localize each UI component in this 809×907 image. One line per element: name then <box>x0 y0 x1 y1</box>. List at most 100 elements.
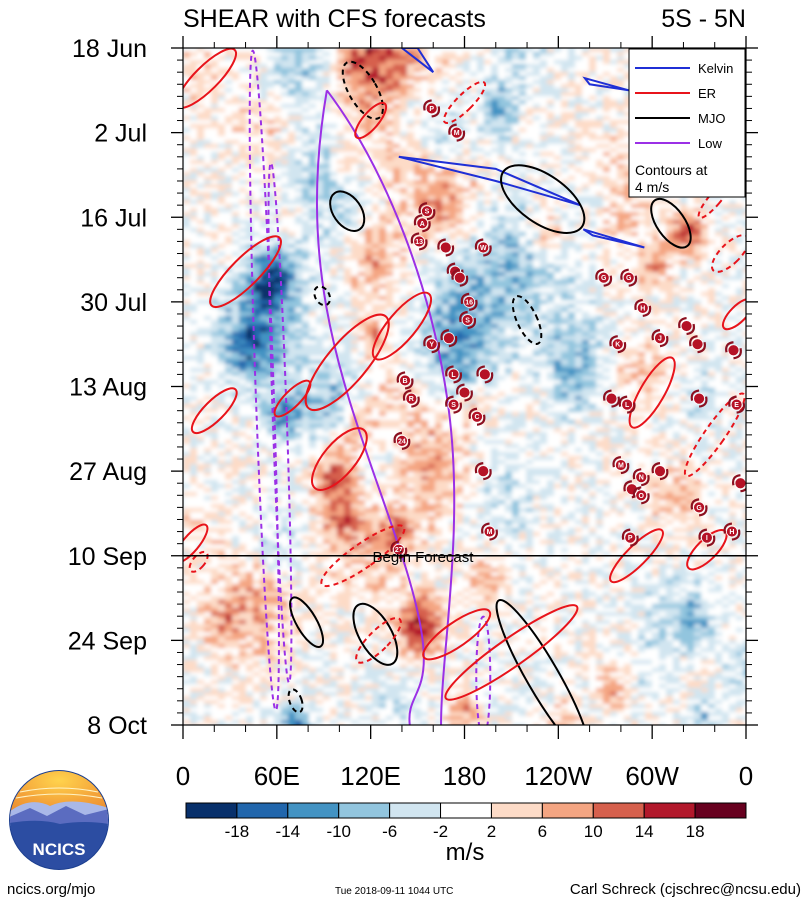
x-tick-label: 0 <box>176 761 190 791</box>
wave-contours <box>183 48 746 725</box>
storm-marker <box>732 474 746 493</box>
x-tick-label: 120W <box>524 761 592 791</box>
storm-marker <box>678 316 696 336</box>
colorbar-swatch <box>287 802 340 819</box>
y-tick-label: 24 Sep <box>68 627 147 655</box>
colorbar-swatch <box>389 802 442 819</box>
colorbar-tick-label: 2 <box>487 822 496 841</box>
y-tick-label: 18 Jun <box>72 35 147 63</box>
storm-marker: W <box>474 238 492 257</box>
storm-marker <box>690 389 708 408</box>
storm-marker: L <box>618 395 636 414</box>
ncics-logo: NCICS <box>9 770 109 870</box>
storm-marker: M <box>481 522 498 541</box>
colorbar-tick-label: 14 <box>635 822 654 841</box>
footer-url[interactable]: ncics.org/mjo <box>7 881 96 898</box>
colorbar-tick-label: 18 <box>686 822 705 841</box>
x-axis: 0 60E 120E 180 120W 60W 0 <box>176 36 753 791</box>
colorbar-swatch <box>541 802 594 819</box>
y-tick-label: 2 Jul <box>94 120 147 148</box>
storm-marker <box>476 365 494 384</box>
storm-marker <box>603 389 620 408</box>
x-tick-label: 60W <box>625 761 679 791</box>
storm-marker <box>451 268 469 287</box>
storm-marker: S <box>459 310 477 330</box>
forecast-label: Begin Forecast <box>373 549 475 566</box>
colorbar-swatch <box>236 802 289 819</box>
storm-marker <box>456 383 473 402</box>
legend-note: 4 m/s <box>635 179 669 195</box>
colorbar-tick-label: -2 <box>433 822 448 841</box>
storm-marker: Y <box>423 335 441 354</box>
colorbar: -18 -14 -10 -6 -2 2 6 10 14 18 <box>185 802 747 841</box>
storm-marker <box>437 238 455 257</box>
colorbar-tick-label: -14 <box>276 822 301 841</box>
colorbar-tick-label: -18 <box>225 822 250 841</box>
storm-marker: P <box>423 99 441 118</box>
x-tick-label: 180 <box>443 761 486 791</box>
y-axis: 18 Jun 2 Jul 16 Jul 30 Jul 13 Aug 27 Aug 10 Se… <box>68 35 758 740</box>
colorbar-swatch <box>592 802 645 819</box>
storm-marker: O <box>632 486 650 505</box>
colorbar-tick-label: 6 <box>538 822 547 841</box>
storm-marker <box>725 341 742 360</box>
colorbar-swatch <box>338 802 391 819</box>
storm-marker <box>651 462 669 481</box>
x-tick-label: 60E <box>254 761 300 791</box>
storm-marker: S <box>445 395 462 414</box>
storm-marker <box>474 462 492 481</box>
legend: Kelvin ER MJO Low Contours at4 m/s <box>628 48 746 198</box>
storm-marker: G <box>595 268 613 287</box>
colorbar-swatch <box>185 802 238 819</box>
storm-marker: M <box>612 455 630 475</box>
storm-marker: K <box>609 335 627 354</box>
x-tick-label: 120E <box>340 761 401 791</box>
legend-label: MJO <box>698 111 725 126</box>
storm-marker: 16 <box>460 292 478 311</box>
region-label: 5S - 5N <box>661 5 746 33</box>
x-tick-label: 0 <box>739 761 753 791</box>
colorbar-tick-label: -10 <box>326 822 351 841</box>
y-tick-label: 8 Oct <box>87 712 147 740</box>
y-tick-label: 16 Jul <box>80 204 147 232</box>
storm-marker: R <box>402 389 420 408</box>
storm-marker: I <box>698 528 716 547</box>
storm-marker: P <box>621 528 639 547</box>
storm-marker: L <box>445 365 462 384</box>
legend-label: Low <box>698 136 722 151</box>
storm-marker: A <box>413 214 431 233</box>
storm-marker: M <box>448 123 466 142</box>
footer-author: Carl Schreck (cjschrec@ncsu.edu) <box>569 881 801 898</box>
storm-marker <box>689 335 706 354</box>
legend-label: ER <box>698 86 716 101</box>
y-tick-label: 13 Aug <box>69 374 147 402</box>
colorbar-swatch <box>694 802 747 819</box>
colorbar-tick-label: -6 <box>382 822 397 841</box>
storm-markers: DEFPMSA13WGG16HSYKJLBRSLEC24MNOGMPIH27 <box>390 69 746 559</box>
storm-marker: S <box>418 202 436 221</box>
colorbar-tick-label: 10 <box>584 822 603 841</box>
storm-marker: 13 <box>410 232 428 251</box>
logo-text: NCICS <box>33 840 86 859</box>
legend-label: Kelvin <box>698 61 733 76</box>
footer-timestamp: Tue 2018-09-11 1044 UTC <box>335 886 454 897</box>
storm-marker: B <box>396 371 414 390</box>
y-tick-label: 30 Jul <box>80 289 147 317</box>
storm-marker: 27 <box>390 540 408 559</box>
storm-marker: N <box>632 468 650 487</box>
storm-marker: J <box>651 329 669 348</box>
storm-marker <box>440 329 458 348</box>
colorbar-swatch <box>490 802 543 819</box>
y-tick-label: 10 Sep <box>68 543 147 571</box>
legend-note: Contours at <box>635 162 707 178</box>
storm-marker: G <box>620 268 638 287</box>
storm-marker: 24 <box>393 431 411 450</box>
storm-marker: H <box>634 298 652 318</box>
chart-title: SHEAR with CFS forecasts <box>183 5 486 33</box>
colorbar-unit: m/s <box>446 839 485 866</box>
storm-marker: E <box>728 395 746 414</box>
storm-marker: C <box>468 407 486 426</box>
y-tick-label: 27 Aug <box>69 458 147 486</box>
storm-marker: H <box>723 522 741 541</box>
